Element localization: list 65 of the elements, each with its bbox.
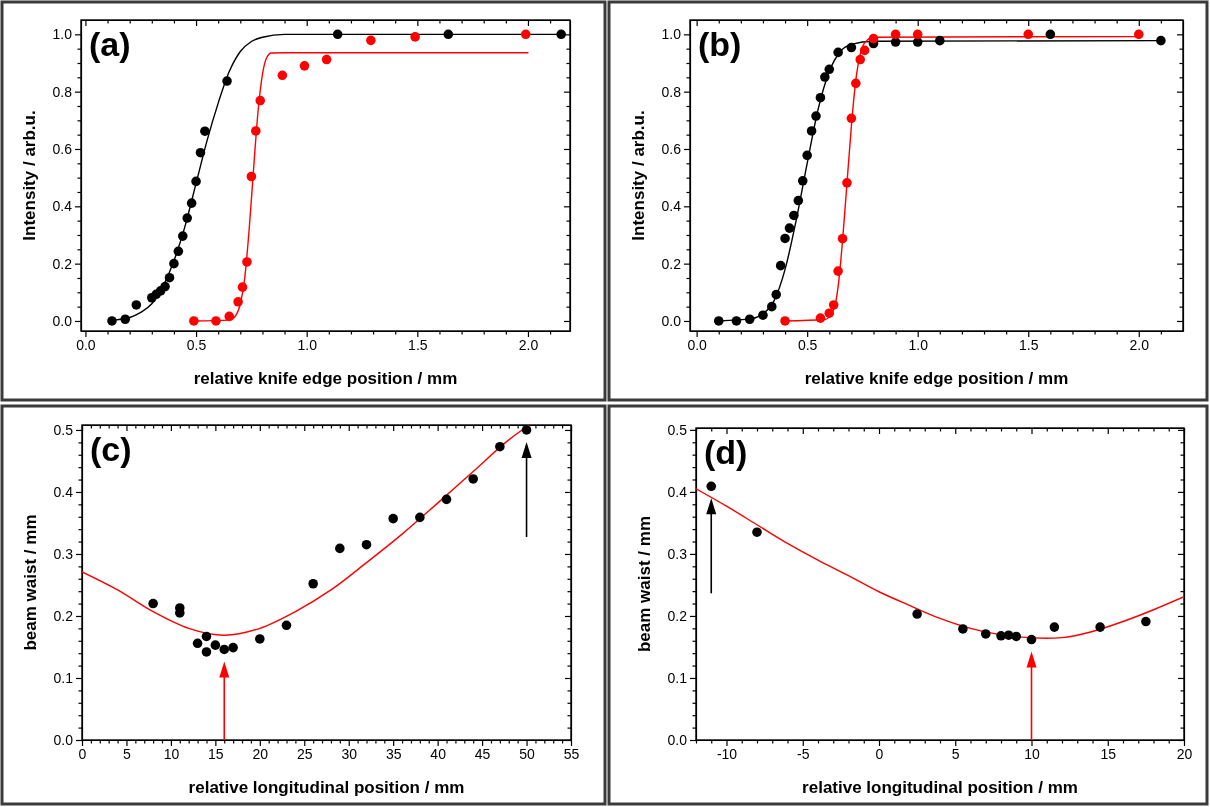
x-tick-label: 1.5 [1019,336,1039,353]
chart-title: (c) [90,430,132,468]
x-tick-label: 55 [563,745,580,762]
x-tick-label: 0.0 [687,336,708,353]
y-tick-label: 0.1 [667,669,688,686]
y-tick-label: 0.8 [52,83,73,100]
y-tick-label: 0.3 [53,545,74,562]
y-tick-label: 0.2 [667,607,688,624]
y-tick-label: 0.2 [52,255,73,272]
x-tick-label: 15 [208,745,224,762]
x-tick-label: 50 [519,745,536,762]
y-tick-label: 0.2 [53,607,74,624]
chart-title: (a) [89,25,131,63]
y-axis-title: Intensity / arb.u. [20,110,39,241]
x-tick-label: 2.0 [1129,336,1150,353]
x-tick-label: 1.0 [908,336,929,353]
x-tick-label: 0 [875,745,884,762]
x-tick-label: 20 [252,745,269,762]
y-tick-label: 1.0 [52,26,73,43]
x-tick-label: 25 [296,745,313,762]
x-tick-label: 2.0 [518,336,539,353]
x-tick-label: 0.5 [797,336,818,353]
y-axis-title: beam waist / mm [21,514,40,651]
x-axis-title: relative knife edge position / mm [193,369,458,388]
y-tick-label: 0.6 [52,140,73,157]
x-tick-label: 5 [123,745,132,762]
x-axis-title: relative knife edge position / mm [804,369,1069,388]
x-tick-label: 40 [430,745,447,762]
x-tick-label: -10 [716,745,738,762]
y-tick-label: 0.4 [661,198,682,215]
y-axis-title: Intensity / arb.u. [629,110,648,241]
x-tick-label: 10 [1024,745,1040,762]
chart-title: (d) [704,433,748,471]
x-tick-label: 45 [474,745,491,762]
y-tick-label: 0.0 [52,312,73,329]
chart-title: (b) [698,25,742,63]
y-tick-label: 0.4 [52,198,73,215]
y-tick-label: 0.2 [661,255,682,272]
x-tick-label: 10 [163,745,180,762]
x-tick-label: 1.0 [297,336,318,353]
y-tick-label: 0.5 [667,421,688,438]
y-tick-label: 0.0 [53,731,74,748]
y-tick-label: 0.1 [53,669,74,686]
x-tick-label: 20 [1176,745,1193,762]
x-axis-title: relative longitudinal position / mm [802,778,1078,797]
x-tick-label: 15 [1100,745,1117,762]
y-tick-label: 0.4 [53,483,74,500]
y-tick-label: 0.8 [661,83,682,100]
x-tick-label: 30 [341,745,358,762]
x-tick-label: 0.5 [186,336,207,353]
x-tick-label: 35 [385,745,402,762]
x-axis-title: relative longitudinal position / mm [188,778,465,797]
x-tick-label: 0 [78,745,87,762]
y-tick-label: 0.5 [53,421,74,438]
y-tick-label: 0.6 [661,140,682,157]
x-tick-label: 5 [951,745,960,762]
y-tick-label: 0.3 [667,545,688,562]
y-tick-label: 0.0 [667,731,688,748]
x-tick-label: 0.0 [76,336,96,353]
y-tick-label: 1.0 [661,26,682,43]
y-tick-label: 0.0 [661,312,682,329]
y-tick-label: 0.4 [667,483,688,500]
x-tick-label: 1.5 [408,336,428,353]
x-tick-label: -5 [797,745,810,762]
y-axis-title: beam waist / mm [635,515,654,653]
